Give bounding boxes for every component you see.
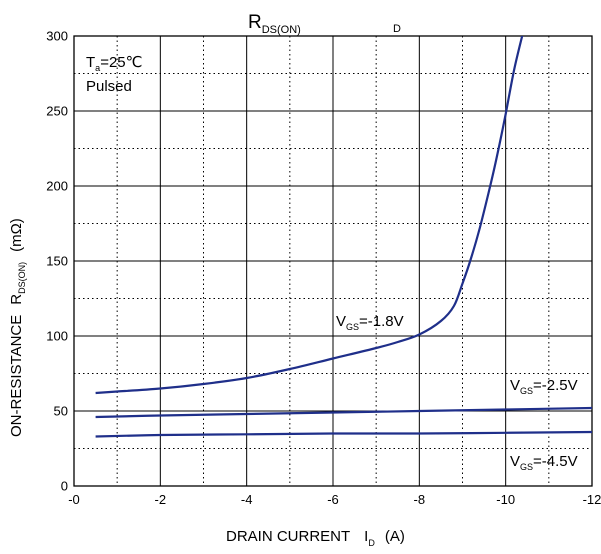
plot-border [73,35,593,487]
y-tick-label: 300 [46,29,68,44]
x-tick-label: -2 [155,492,167,507]
y-tick-label: 0 [61,479,68,494]
y-tick-label: 250 [46,104,68,119]
series-line-1 [95,406,592,419]
x-axis-label: DRAIN CURRENT ID (A) [226,528,405,548]
x-tick-label: -4 [241,492,253,507]
x-tick-label: -10 [496,492,515,507]
series-label-vgs-1-8: VGS=-1.8V [336,313,404,332]
x-tick-label: -8 [414,492,426,507]
y-tick-label: 100 [46,329,68,344]
grid [74,36,592,486]
plot-frame [73,35,593,487]
tick-labels: -0 -2 -4 -6 -8 -10 -12 0 50 100 150 200 250 300 [46,29,601,508]
x-tick-label: -6 [327,492,339,507]
x-tick-label: -12 [583,492,601,507]
series-line-2 [95,430,592,438]
chart-title-right-sub: D [393,23,401,35]
series-line-0 [95,36,524,395]
x-tick-label: -0 [68,492,80,507]
series-label-vgs-2-5: VGS=-2.5V [510,377,578,396]
y-axis-label: ON-RESISTANCERDS(ON)(mΩ) [8,218,27,437]
y-tick-label: 150 [46,254,68,269]
chart-title: RDS(ON) [248,12,301,36]
condition-temperature: Ta=25℃ [86,54,142,73]
series-label-vgs-4-5: VGS=-4.5V [510,453,578,472]
y-tick-label: 50 [54,404,68,419]
condition-pulsed: Pulsed [86,78,132,95]
y-tick-label: 200 [46,179,68,194]
series-lines [95,36,592,438]
